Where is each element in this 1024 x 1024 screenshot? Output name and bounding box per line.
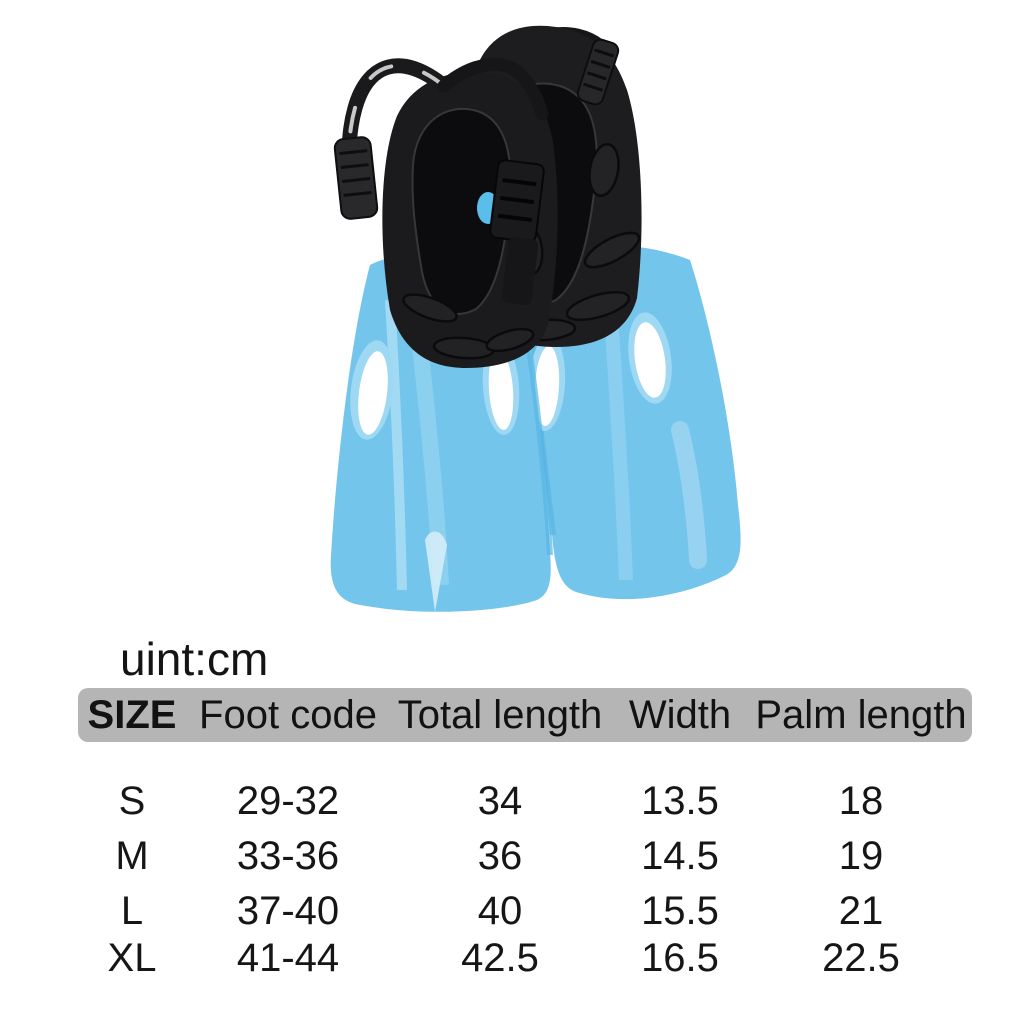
- table-row-m: M 33-36 36 14.5 19: [78, 834, 972, 878]
- cell-foot-code: 37-40: [236, 889, 340, 933]
- right-strap-adjuster-tab: [576, 38, 620, 106]
- size-table: SIZE Foot code Total length Width Palm l…: [78, 688, 972, 980]
- unit-label: uint:cm: [120, 633, 269, 685]
- cell-palm-length: 22.5: [822, 936, 900, 980]
- header-cell-width: Width: [628, 692, 732, 737]
- header-cell-total-length: Total length: [397, 692, 603, 737]
- cell-total-length: 40: [477, 889, 523, 933]
- strap-buckle: [477, 159, 545, 305]
- left-blade-hole: [488, 350, 514, 430]
- left-blade-glare-v: [425, 531, 447, 612]
- cell-width: 14.5: [641, 834, 719, 878]
- cell-size: XL: [107, 936, 157, 980]
- left-blade-highlight: [385, 299, 407, 591]
- right-blade-hole: [534, 346, 560, 426]
- left-strap-to-buckle: [437, 57, 549, 121]
- product-photo-swim-fins: [330, 25, 741, 612]
- header-cell-palm-length: Palm length: [755, 692, 967, 737]
- cell-total-length: 36: [477, 834, 523, 878]
- cell-width: 13.5: [641, 779, 719, 823]
- cell-size: L: [120, 889, 144, 933]
- cell-width: 16.5: [641, 936, 719, 980]
- cell-total-length: 34: [477, 779, 523, 823]
- table-row-l: L 37-40 40 15.5 21: [78, 889, 972, 933]
- cell-size: S: [118, 779, 146, 823]
- table-row-s: S 29-32 34 13.5 18: [78, 779, 972, 823]
- cell-total-length: 42.5: [461, 936, 539, 980]
- cell-width: 15.5: [641, 889, 719, 933]
- buckle-strap-tail: [501, 237, 539, 305]
- right-blade-glare: [671, 421, 707, 569]
- cell-palm-length: 19: [838, 834, 884, 878]
- cell-foot-code: 41-44: [236, 936, 340, 980]
- cell-palm-length: 18: [838, 779, 884, 823]
- left-shoe-heel-opening: [411, 107, 512, 315]
- right-blade-hole: [634, 322, 666, 398]
- right-blade-highlight: [603, 299, 633, 581]
- size-table-body: S 29-32 34 13.5 18 M 33-36 36 14.5 19 L …: [78, 779, 972, 980]
- header-cell-size: SIZE: [87, 692, 177, 737]
- cell-size: M: [115, 834, 149, 878]
- cell-foot-code: 29-32: [236, 779, 340, 823]
- left-strap-pad: [333, 136, 379, 220]
- table-row-xl: XL 41-44 42.5 16.5 22.5: [78, 936, 972, 980]
- cell-palm-length: 21: [838, 889, 884, 933]
- cell-foot-code: 33-36: [236, 834, 340, 878]
- left-fin: [330, 57, 558, 612]
- header-cell-foot-code: Foot code: [199, 692, 377, 737]
- left-blade-hole: [358, 351, 388, 435]
- size-table-header: SIZE Foot code Total length Width Palm l…: [78, 688, 972, 742]
